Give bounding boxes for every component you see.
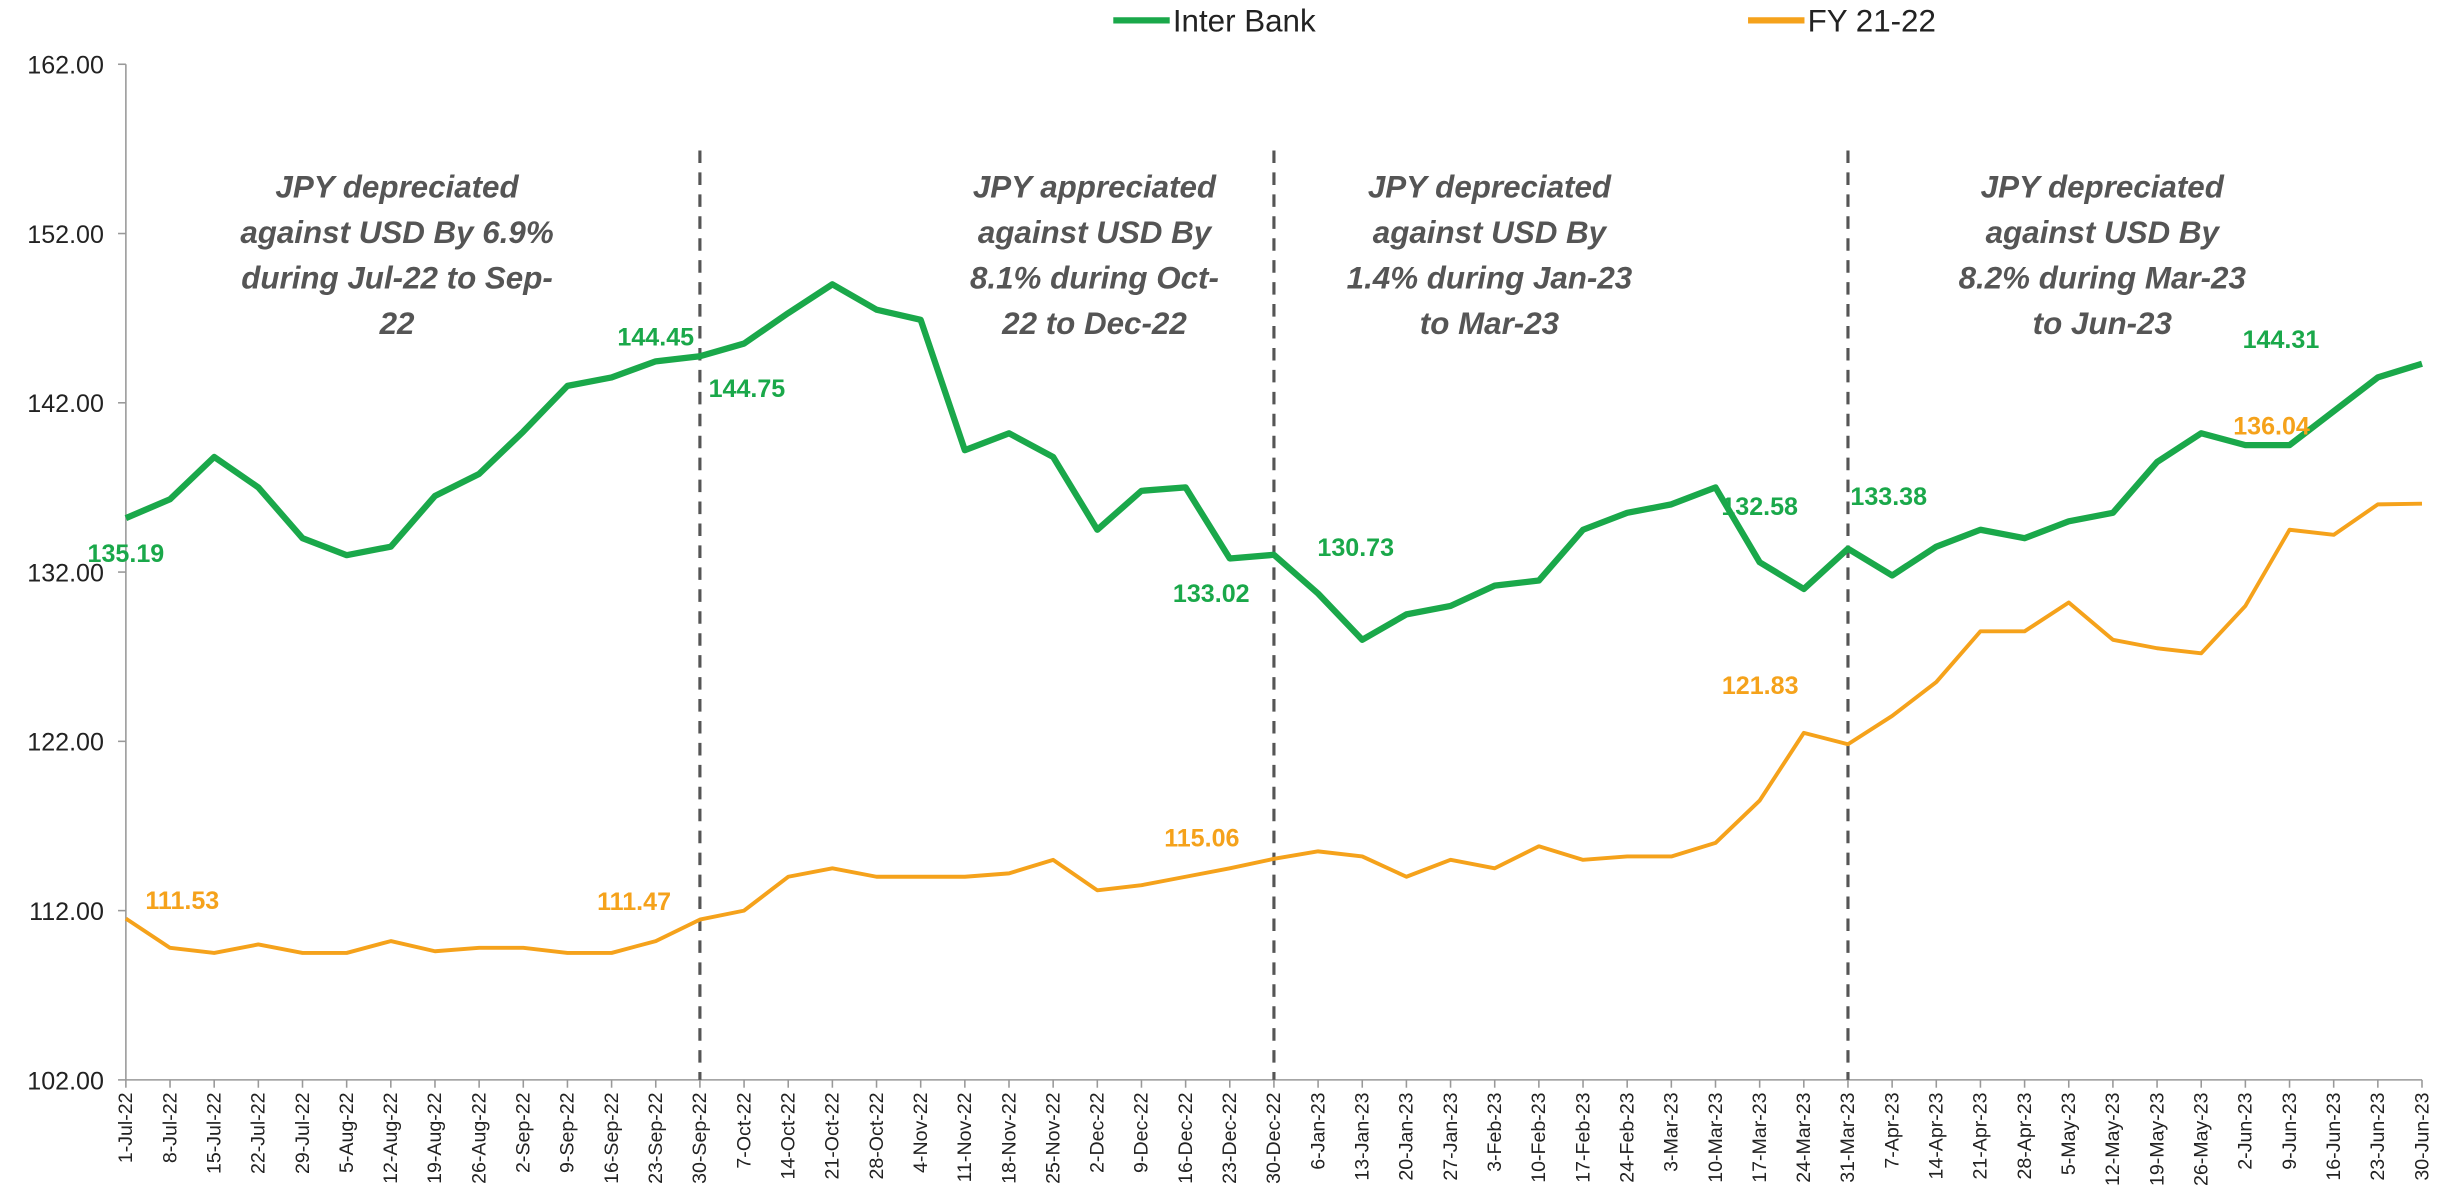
annotation: 1.4% during Jan-23 bbox=[1347, 260, 1633, 295]
value-label: 115.06 bbox=[1164, 824, 1239, 852]
x-tick-label: 23-Dec-22 bbox=[1219, 1092, 1241, 1183]
x-tick-label: 24-Feb-23 bbox=[1616, 1092, 1638, 1182]
x-tick-label: 2-Dec-22 bbox=[1087, 1092, 1109, 1173]
x-tick-label: 30-Jun-23 bbox=[2411, 1092, 2433, 1180]
legend-label: FY 21-22 bbox=[1808, 3, 1936, 38]
value-label: 144.75 bbox=[709, 375, 786, 403]
x-tick-label: 14-Apr-23 bbox=[1926, 1092, 1948, 1179]
x-tick-label: 19-Aug-22 bbox=[424, 1092, 446, 1183]
x-tick-label: 16-Dec-22 bbox=[1175, 1092, 1197, 1183]
y-tick-label: 132.00 bbox=[27, 559, 104, 587]
x-tick-label: 30-Sep-22 bbox=[689, 1092, 711, 1183]
value-label: 111.47 bbox=[597, 888, 671, 916]
x-tick-label: 1-Jul-22 bbox=[115, 1092, 137, 1163]
x-tick-label: 2-Jun-23 bbox=[2235, 1092, 2257, 1169]
x-tick-label: 22-Jul-22 bbox=[248, 1092, 270, 1174]
x-tick-label: 31-Mar-23 bbox=[1837, 1092, 1859, 1182]
value-label: 111.53 bbox=[145, 887, 219, 915]
x-tick-label: 10-Feb-23 bbox=[1528, 1092, 1550, 1182]
x-tick-label: 4-Nov-22 bbox=[910, 1092, 932, 1173]
y-tick-label: 112.00 bbox=[29, 898, 104, 926]
x-tick-label: 23-Jun-23 bbox=[2367, 1092, 2389, 1180]
x-tick-label: 16-Jun-23 bbox=[2323, 1092, 2345, 1180]
x-tick-label: 28-Oct-22 bbox=[866, 1092, 888, 1179]
x-tick-label: 3-Mar-23 bbox=[1661, 1092, 1683, 1172]
x-tick-label: 30-Dec-22 bbox=[1263, 1092, 1285, 1183]
x-tick-label: 13-Jan-23 bbox=[1352, 1092, 1374, 1180]
annotation: JPY depreciated bbox=[1981, 169, 2225, 204]
value-label: 144.31 bbox=[2243, 326, 2320, 354]
x-tick-label: 3-Feb-23 bbox=[1484, 1092, 1506, 1172]
value-label: 144.45 bbox=[617, 324, 694, 352]
x-tick-label: 26-May-23 bbox=[2190, 1092, 2212, 1186]
annotation: during Jul-22 to Sep- bbox=[241, 260, 553, 295]
x-tick-label: 16-Sep-22 bbox=[601, 1092, 623, 1183]
series-line bbox=[124, 501, 2423, 955]
x-tick-label: 18-Nov-22 bbox=[998, 1092, 1020, 1183]
annotation: 22 to Dec-22 bbox=[1001, 306, 1187, 341]
x-tick-label: 15-Jul-22 bbox=[203, 1092, 225, 1174]
x-tick-label: 12-Aug-22 bbox=[380, 1092, 402, 1183]
legend-label: Inter Bank bbox=[1173, 3, 1316, 38]
annotation: 22 bbox=[379, 306, 415, 341]
x-tick-label: 5-May-23 bbox=[2058, 1092, 2080, 1175]
x-tick-label: 17-Feb-23 bbox=[1572, 1092, 1594, 1182]
annotation: JPY depreciated bbox=[1368, 169, 1612, 204]
annotation: against USD By bbox=[1373, 215, 1608, 250]
x-tick-label: 21-Apr-23 bbox=[1970, 1092, 1992, 1179]
x-tick-label: 7-Apr-23 bbox=[1881, 1092, 1903, 1168]
x-tick-label: 28-Apr-23 bbox=[2014, 1092, 2036, 1179]
value-label: 132.58 bbox=[1721, 493, 1798, 521]
annotation: 8.2% during Mar-23 bbox=[1959, 260, 2247, 295]
value-label: 133.38 bbox=[1850, 483, 1927, 511]
value-label: 133.02 bbox=[1173, 580, 1250, 608]
x-tick-label: 19-May-23 bbox=[2146, 1092, 2168, 1186]
x-tick-label: 9-Jun-23 bbox=[2279, 1092, 2301, 1169]
x-tick-label: 21-Oct-22 bbox=[822, 1092, 844, 1179]
annotation: against USD By bbox=[1986, 215, 2221, 250]
x-tick-label: 25-Nov-22 bbox=[1042, 1092, 1064, 1183]
x-tick-label: 11-Nov-22 bbox=[954, 1092, 976, 1182]
x-tick-label: 26-Aug-22 bbox=[468, 1092, 490, 1183]
x-tick-label: 20-Jan-23 bbox=[1396, 1092, 1418, 1180]
x-tick-label: 10-Mar-23 bbox=[1705, 1092, 1727, 1182]
annotation: against USD By 6.9% bbox=[240, 215, 553, 250]
x-tick-label: 9-Sep-22 bbox=[557, 1092, 579, 1173]
x-tick-label: 9-Dec-22 bbox=[1131, 1092, 1153, 1173]
value-label: 135.19 bbox=[88, 540, 165, 568]
x-tick-label: 24-Mar-23 bbox=[1793, 1092, 1815, 1182]
x-tick-label: 5-Aug-22 bbox=[336, 1092, 358, 1173]
annotation: 8.1% during Oct- bbox=[970, 260, 1219, 295]
x-tick-label: 23-Sep-22 bbox=[645, 1092, 667, 1183]
y-tick-label: 142.00 bbox=[27, 390, 104, 418]
x-tick-label: 14-Oct-22 bbox=[777, 1092, 799, 1179]
x-tick-label: 7-Oct-22 bbox=[733, 1092, 755, 1168]
y-tick-label: 162.00 bbox=[27, 52, 104, 80]
x-tick-label: 2-Sep-22 bbox=[513, 1092, 535, 1173]
y-tick-label: 102.00 bbox=[27, 1067, 104, 1095]
y-tick-label: 122.00 bbox=[27, 729, 104, 757]
x-tick-label: 17-Mar-23 bbox=[1749, 1092, 1771, 1182]
annotation: to Jun-23 bbox=[2033, 306, 2173, 341]
x-tick-label: 27-Jan-23 bbox=[1440, 1092, 1462, 1180]
annotation: JPY appreciated bbox=[973, 169, 1217, 204]
x-tick-label: 6-Jan-23 bbox=[1307, 1092, 1329, 1169]
value-label: 121.83 bbox=[1722, 672, 1799, 700]
x-tick-label: 12-May-23 bbox=[2102, 1092, 2124, 1186]
x-tick-label: 29-Jul-22 bbox=[292, 1092, 314, 1174]
y-tick-label: 152.00 bbox=[27, 221, 104, 249]
annotation: to Mar-23 bbox=[1420, 306, 1560, 341]
value-label: 136.04 bbox=[2233, 413, 2310, 441]
value-label: 130.73 bbox=[1317, 534, 1394, 562]
series-line bbox=[124, 281, 2423, 643]
annotation: JPY depreciated bbox=[275, 169, 519, 204]
x-tick-label: 8-Jul-22 bbox=[159, 1092, 181, 1163]
annotation: against USD By bbox=[978, 215, 1213, 250]
